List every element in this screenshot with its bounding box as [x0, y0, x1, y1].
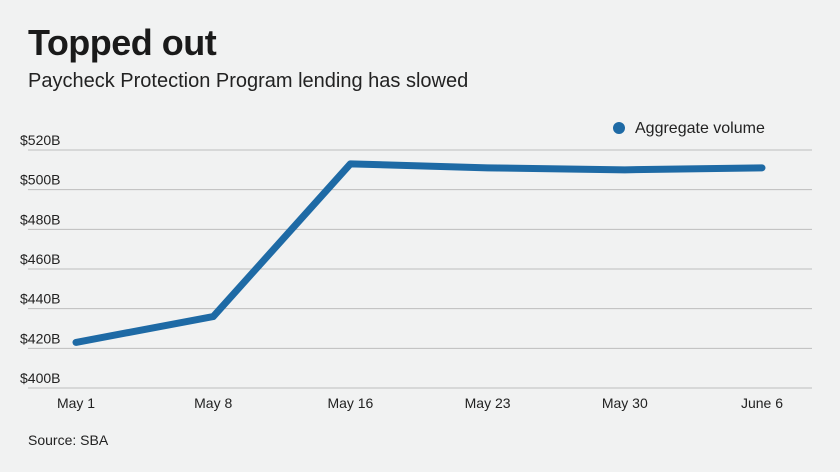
series-line	[72, 160, 766, 346]
legend: Aggregate volume	[613, 120, 765, 137]
x-axis-labels: May 1 May 8 May 16 May 23 May 30 June 6	[57, 395, 783, 411]
legend-label: Aggregate volume	[635, 120, 765, 137]
y-tick-label: $520B	[20, 132, 60, 148]
y-tick-label: $460B	[20, 251, 60, 267]
x-tick-label: May 16	[327, 395, 373, 411]
y-tick-label: $500B	[20, 172, 60, 188]
x-tick-label: May 1	[57, 395, 95, 411]
chart-subtitle: Paycheck Protection Program lending has …	[28, 70, 469, 92]
y-tick-label: $480B	[20, 211, 60, 227]
y-axis-labels: $400B $420B $440B $460B $480B $500B $520B	[20, 132, 60, 386]
x-tick-label: May 23	[465, 395, 511, 411]
legend-marker	[613, 122, 625, 134]
chart-title: Topped out	[28, 22, 217, 63]
x-tick-label: May 8	[194, 395, 232, 411]
y-tick-label: $420B	[20, 330, 60, 346]
x-tick-label: May 30	[602, 395, 648, 411]
series-group	[72, 160, 766, 346]
y-tick-label: $440B	[20, 291, 60, 307]
source-note: Source: SBA	[28, 432, 109, 448]
x-tick-label: June 6	[741, 395, 783, 411]
gridlines	[28, 149, 812, 389]
y-tick-label: $400B	[20, 370, 60, 386]
